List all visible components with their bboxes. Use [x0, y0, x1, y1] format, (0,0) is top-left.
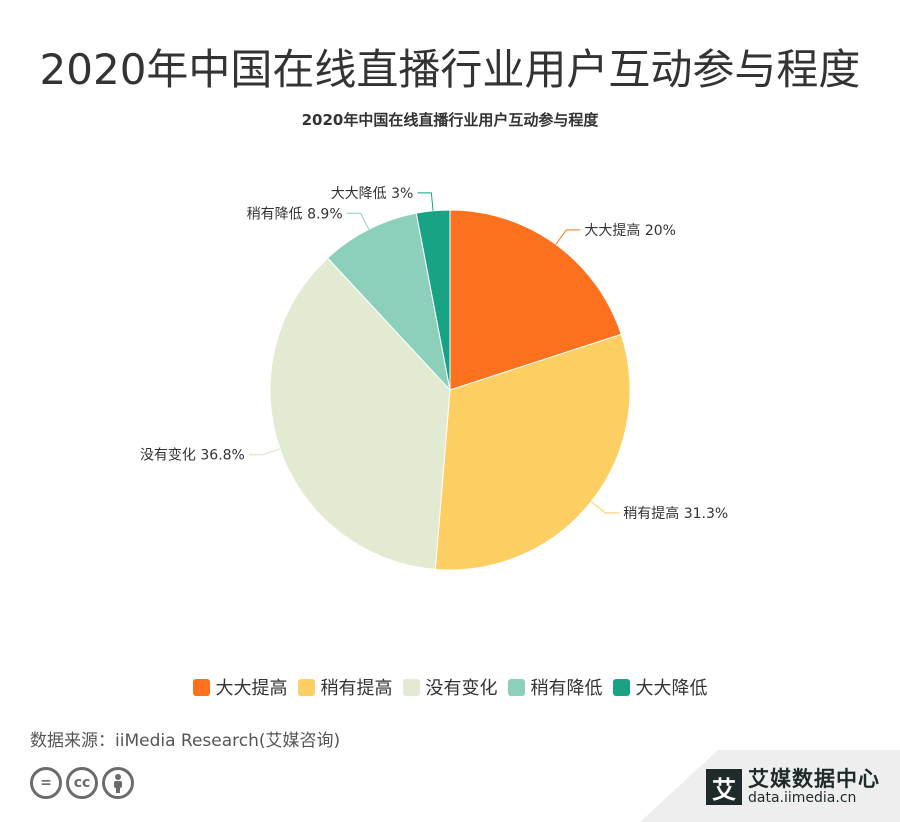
legend-item-4: 大大降低: [612, 674, 708, 700]
leader-line-0: [555, 229, 581, 245]
pie-slice-0: [449, 209, 622, 391]
slice-label-3: 稍有降低 8.9%: [247, 206, 343, 222]
brand-logo-icon: 艾: [706, 769, 742, 806]
chart-legend: 大大提高 稍有提高 没有变化 稍有降低 大大降低: [0, 674, 900, 700]
pie-chart: 大大提高 20% 稍有提高 31.3% 没有变化 36.8% 稍有降低 8.9% 大大降…: [140, 186, 728, 571]
page-title: 2020年中国在线直播行业用户互动参与程度: [39, 45, 861, 94]
leader-line-3: [346, 212, 370, 230]
legend-item-0: 大大提高: [192, 674, 288, 700]
leader-line-1: [590, 501, 620, 514]
legend-label-3: 稍有降低: [530, 678, 603, 699]
brand: 艾 艾媒数据中心 data.iimedia.cn: [706, 767, 880, 807]
pie-slice-1: [434, 333, 631, 571]
slice-label-1: 稍有提高 31.3%: [623, 505, 728, 522]
equal-icon: =: [30, 767, 62, 799]
cc-icon: cc: [66, 767, 98, 799]
legend-item-2: 没有变化: [402, 674, 498, 700]
brand-url: data.iimedia.cn: [748, 790, 857, 807]
legend-swatch-3: [507, 678, 525, 696]
brand-name: 艾媒数据中心: [748, 767, 880, 791]
legend-label-1: 稍有提高: [320, 678, 393, 699]
legend-label-0: 大大提高: [215, 678, 288, 699]
legend-label-4: 大大降低: [635, 678, 708, 699]
data-source: 数据来源：iiMedia Research(艾媒咨询): [30, 731, 341, 751]
leader-line-2: [248, 448, 281, 456]
leader-line-4: [417, 192, 434, 211]
legend-swatch-1: [297, 678, 315, 696]
legend-label-2: 没有变化: [425, 678, 498, 699]
legend-item-3: 稍有降低: [507, 674, 603, 700]
slice-label-4: 大大降低 3%: [331, 186, 414, 202]
legend-swatch-0: [192, 678, 210, 696]
slice-label-0: 大大提高 20%: [584, 222, 676, 239]
slice-label-2: 没有变化 36.8%: [140, 448, 245, 464]
chart-title: 2020年中国在线直播行业用户互动参与程度: [301, 111, 599, 129]
legend-swatch-4: [612, 678, 630, 696]
person-icon: [102, 767, 134, 799]
license-icons: = cc: [30, 767, 138, 799]
legend-swatch-2: [402, 678, 420, 696]
legend-item-1: 稍有提高: [297, 674, 393, 700]
